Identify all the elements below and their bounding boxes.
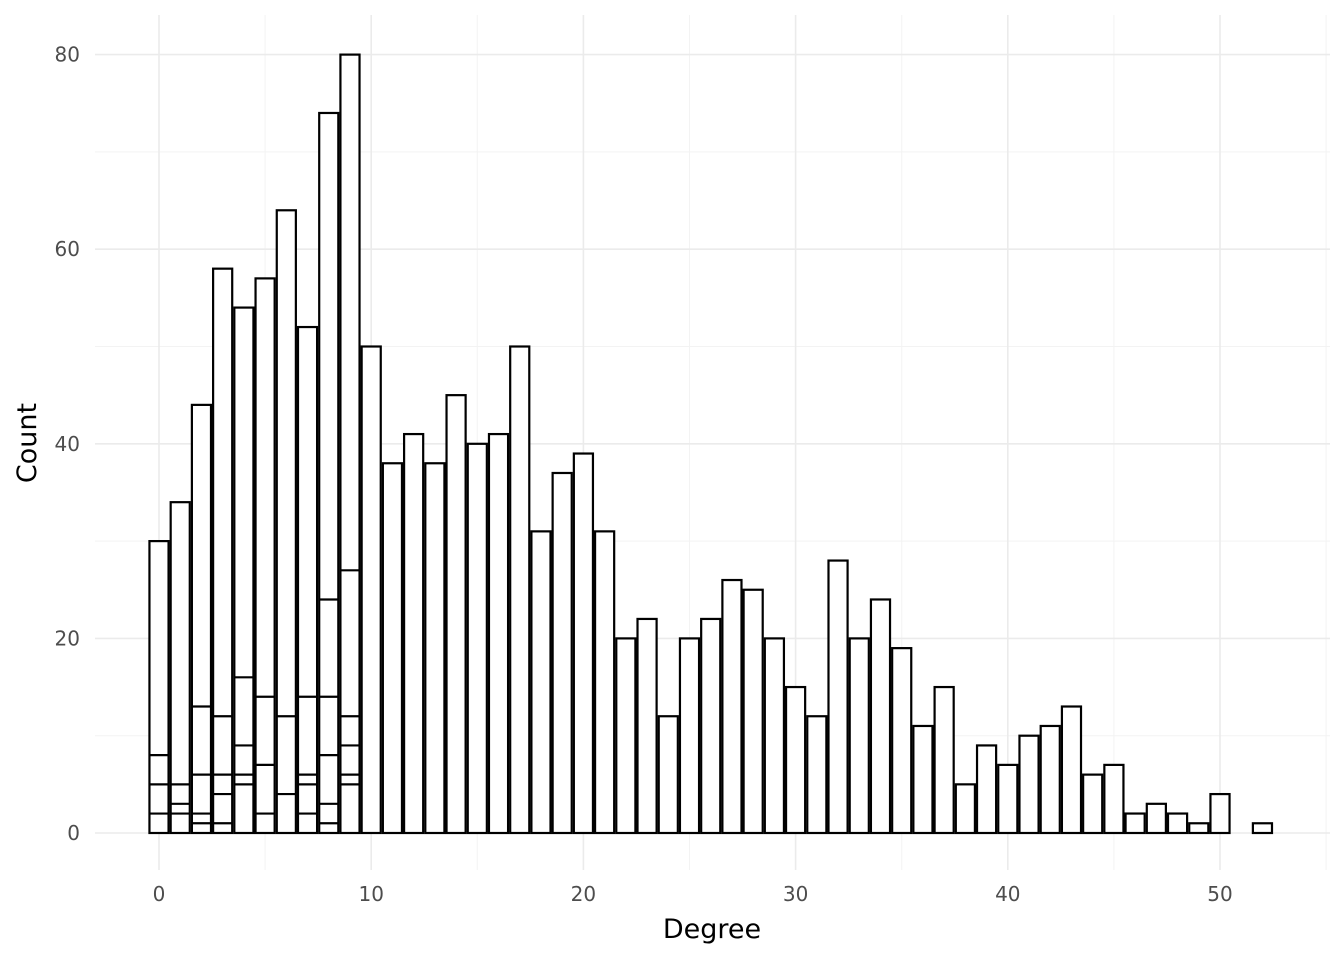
x-tick-label: 10 — [358, 882, 383, 906]
histogram-bar — [1124, 812, 1146, 835]
histogram-bar — [572, 452, 595, 835]
y-tick-label: 20 — [55, 626, 80, 650]
x-tick-label: 30 — [783, 882, 808, 906]
histogram-bar — [275, 209, 297, 835]
histogram-bar — [254, 277, 276, 835]
histogram-bar — [1188, 822, 1210, 835]
x-tick-label: 20 — [571, 882, 596, 906]
histogram-bar — [296, 325, 319, 835]
histogram-bar — [912, 724, 934, 835]
histogram-bar — [190, 403, 213, 835]
histogram-bar — [678, 637, 701, 835]
histogram-bar — [1209, 792, 1231, 835]
y-tick-label: 0 — [67, 821, 80, 845]
y-axis-ticks: 0 20 40 60 80 — [55, 43, 80, 845]
histogram-bar — [848, 637, 870, 835]
y-tick-label: 80 — [55, 43, 80, 67]
histogram-bar — [466, 442, 488, 835]
histogram-bar — [933, 685, 955, 835]
histogram-bar — [1082, 773, 1104, 835]
histogram-bar — [742, 588, 764, 835]
histogram-bar — [1103, 763, 1125, 835]
histogram-bar — [318, 111, 340, 835]
histogram-bar — [148, 539, 170, 835]
histogram-bar — [339, 53, 361, 835]
y-tick-label: 40 — [55, 432, 80, 456]
histogram-bar — [212, 267, 234, 835]
histogram-bar — [424, 462, 446, 835]
x-tick-label: 50 — [1207, 882, 1232, 906]
histogram-bar — [445, 394, 467, 835]
histogram-bar — [530, 530, 552, 835]
histogram-bar — [657, 715, 679, 835]
histogram-bar — [551, 471, 573, 835]
histogram-bar — [509, 345, 531, 835]
x-axis-title: Degree — [663, 914, 761, 945]
histogram-bar — [1018, 734, 1040, 835]
histogram-bar — [593, 530, 616, 835]
x-axis-ticks: 0 10 20 30 40 50 — [153, 882, 1233, 906]
histogram-bar — [1145, 802, 1167, 835]
stacked-subgroup-lines — [149, 569, 360, 825]
histogram-bar — [487, 432, 510, 835]
x-tick-label: 40 — [995, 882, 1020, 906]
histogram-bar — [636, 617, 658, 835]
histogram-bar — [997, 763, 1019, 835]
histogram-bar — [1251, 822, 1274, 835]
histogram-bar — [615, 637, 637, 835]
histogram-bar — [827, 559, 849, 835]
histogram-bars — [148, 53, 1274, 835]
histogram-bar — [784, 685, 807, 835]
histogram-bar — [169, 501, 191, 835]
histogram-bar — [1060, 705, 1083, 835]
histogram-bar — [381, 462, 404, 835]
histogram-bar — [763, 637, 786, 835]
y-tick-label: 60 — [55, 237, 80, 261]
histogram-bar — [975, 744, 998, 835]
histogram-bar — [402, 432, 425, 835]
histogram-bar — [360, 345, 382, 835]
y-axis-title: Count — [12, 403, 43, 483]
histogram-bar — [1166, 812, 1189, 835]
histogram-bar — [721, 578, 743, 835]
x-tick-label: 0 — [153, 882, 166, 906]
histogram-bar — [233, 306, 255, 835]
histogram-bar — [891, 647, 913, 835]
histogram-bar — [869, 598, 892, 835]
histogram-bar — [806, 715, 828, 835]
histogram-bar — [700, 617, 722, 835]
histogram-bar — [954, 783, 977, 835]
histogram-bar — [1039, 724, 1061, 835]
